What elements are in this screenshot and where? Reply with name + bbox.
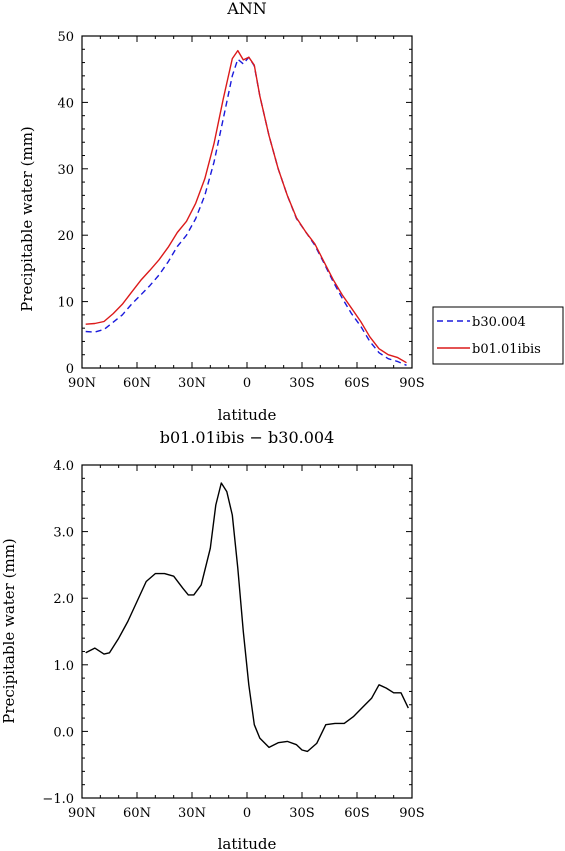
top-chart-panel: ANN 90N 60N 30N 0 30S 60S 90S 0 10 20 30 40 50 lati…	[18, 0, 425, 424]
legend: b30.004 b01.01ibis	[432, 306, 564, 365]
top-x-tick-label: 30N	[178, 376, 206, 391]
top-y-tick-label: 50	[57, 30, 74, 45]
top-x-tick-label: 60S	[344, 376, 369, 391]
legend-label-b01-01ibis: b01.01ibis	[472, 342, 541, 357]
top-y-tick-label: 20	[57, 229, 74, 244]
bottom-x-ticks: 90N 60N 30N 0 30S 60S 90S	[68, 465, 425, 821]
bottom-chart-title: b01.01ibis − b30.004	[160, 428, 335, 447]
bottom-x-tick-label: 60N	[123, 806, 151, 821]
top-x-ticks: 90N 60N 30N 0 30S 60S 90S	[68, 36, 425, 391]
top-y-tick-label: 0	[66, 362, 74, 377]
bottom-y-tick-label: 1.0	[53, 659, 74, 674]
top-x-tick-label: 90S	[399, 376, 424, 391]
bottom-x-tick-label: 30S	[289, 806, 314, 821]
top-y-ticks: 0 10 20 30 40 50	[57, 30, 412, 377]
bottom-series-lines	[85, 482, 409, 753]
bottom-y-ticks: −1.0 0.0 1.0 2.0 3.0 4.0	[42, 459, 412, 807]
bottom-y-tick-label: 3.0	[53, 526, 74, 541]
top-series-line-b30-004	[85, 56, 407, 366]
bottom-x-axis-label: latitude	[218, 835, 277, 851]
bottom-y-tick-label: 4.0	[53, 459, 74, 474]
bottom-chart-panel: b01.01ibis − b30.004 90N 60N 30N 0 30S 60S 90S…	[0, 428, 425, 851]
bottom-x-tick-label: 90N	[68, 806, 96, 821]
bottom-x-tick-label: 0	[243, 806, 251, 821]
legend-label-b30-004: b30.004	[472, 315, 526, 330]
bottom-x-tick-label: 90S	[399, 806, 424, 821]
bottom-y-tick-label: −1.0	[42, 792, 74, 807]
top-chart-title: ANN	[226, 0, 267, 18]
top-y-tick-label: 40	[57, 96, 74, 111]
top-plot-frame	[81, 35, 413, 369]
top-series-lines	[85, 49, 407, 366]
top-y-axis-label: Precipitable water (mm)	[18, 126, 36, 312]
top-y-tick-label: 10	[57, 296, 74, 311]
top-x-tick-label: 0	[243, 376, 251, 391]
bottom-x-tick-label: 30N	[178, 806, 206, 821]
bottom-x-tick-label: 60S	[344, 806, 369, 821]
top-y-tick-label: 30	[57, 163, 74, 178]
top-x-tick-label: 30S	[289, 376, 314, 391]
top-x-axis-label: latitude	[218, 406, 277, 424]
top-x-tick-label: 60N	[123, 376, 151, 391]
top-x-tick-label: 90N	[68, 376, 96, 391]
bottom-y-tick-label: 2.0	[53, 592, 74, 607]
top-series-line-b01-01ibis	[85, 49, 407, 364]
bottom-y-tick-label: 0.0	[53, 725, 74, 740]
bottom-series-line-difference	[85, 482, 409, 753]
bottom-y-axis-label: Precipitable water (mm)	[0, 538, 18, 724]
bottom-plot-frame	[81, 464, 413, 799]
legend-box	[432, 306, 564, 365]
